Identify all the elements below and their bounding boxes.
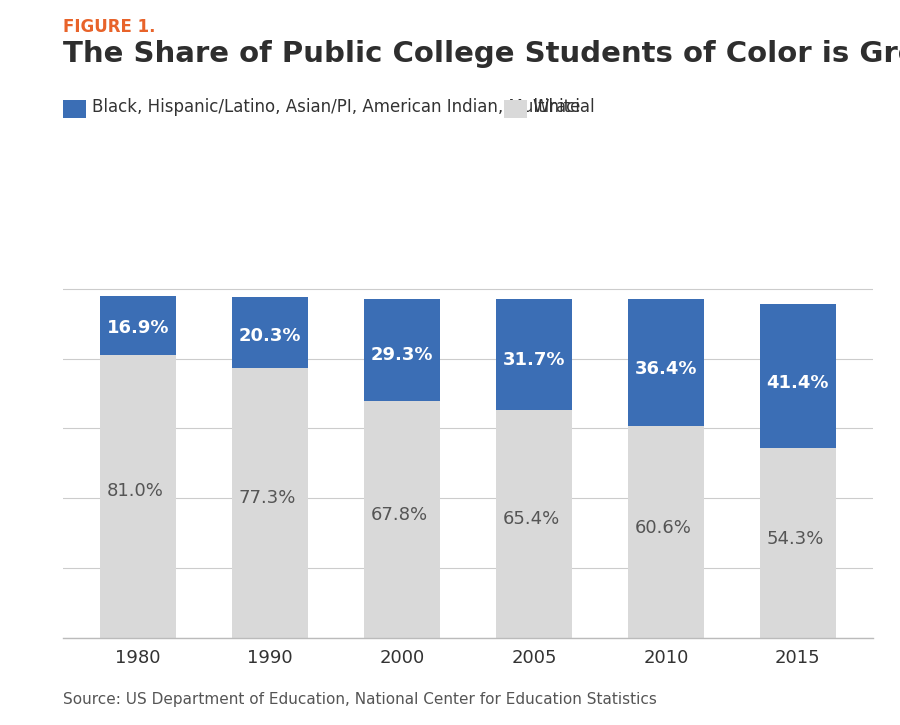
Text: 16.9%: 16.9% xyxy=(107,320,169,337)
Text: 77.3%: 77.3% xyxy=(238,489,296,507)
Text: 20.3%: 20.3% xyxy=(238,327,302,345)
Bar xyxy=(760,304,836,448)
Text: 31.7%: 31.7% xyxy=(503,351,565,369)
Bar xyxy=(760,448,836,638)
Bar xyxy=(496,410,572,638)
Text: 65.4%: 65.4% xyxy=(502,510,560,529)
Text: 54.3%: 54.3% xyxy=(766,531,824,548)
Text: The Share of Public College Students of Color is Growing: The Share of Public College Students of … xyxy=(63,40,900,68)
Text: Source: US Department of Education, National Center for Education Statistics: Source: US Department of Education, Nati… xyxy=(63,692,657,707)
Text: 67.8%: 67.8% xyxy=(370,506,428,524)
Text: 29.3%: 29.3% xyxy=(371,346,433,364)
Text: White: White xyxy=(533,99,581,116)
Bar xyxy=(627,426,704,638)
Bar xyxy=(100,296,176,355)
Bar xyxy=(364,401,440,638)
Bar xyxy=(100,355,176,638)
Text: 41.4%: 41.4% xyxy=(767,374,829,392)
Text: 36.4%: 36.4% xyxy=(634,360,698,378)
Bar xyxy=(232,297,309,368)
Text: FIGURE 1.: FIGURE 1. xyxy=(63,18,156,36)
Bar xyxy=(232,368,309,638)
Text: 60.6%: 60.6% xyxy=(634,519,691,537)
Bar xyxy=(627,299,704,426)
Text: 81.0%: 81.0% xyxy=(106,482,163,500)
Text: Black, Hispanic/Latino, Asian/PI, American Indian, Multiracial: Black, Hispanic/Latino, Asian/PI, Americ… xyxy=(92,99,594,116)
Bar xyxy=(496,299,572,410)
Bar xyxy=(364,299,440,401)
